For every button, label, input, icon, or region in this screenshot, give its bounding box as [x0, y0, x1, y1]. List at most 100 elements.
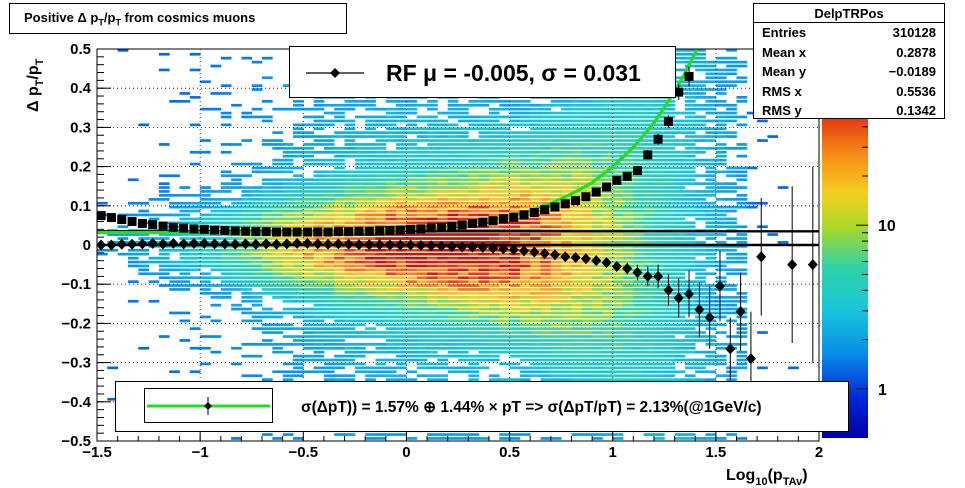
heatmap-cell — [447, 174, 459, 178]
heatmap-cell — [643, 307, 655, 311]
heatmap-cell — [561, 170, 572, 174]
heatmap-cell — [437, 198, 449, 201]
heatmap-cell — [715, 260, 727, 264]
heatmap-cell — [499, 292, 510, 295]
heatmap-cell — [499, 437, 510, 440]
heatmap-cell — [313, 178, 325, 182]
heatmap-cell — [365, 201, 376, 205]
heatmap-cell — [365, 331, 376, 334]
heatmap-cell — [354, 225, 366, 229]
heatmap-cell — [509, 354, 521, 358]
heatmap-cell — [612, 135, 624, 138]
heatmap-cell — [231, 174, 242, 178]
heatmap-cell — [592, 170, 603, 174]
heatmap-cell — [571, 272, 583, 276]
heatmap-cell — [468, 292, 479, 295]
sigma-marker — [313, 227, 323, 237]
heatmap-cell — [736, 166, 748, 170]
heatmap-cell — [684, 139, 696, 142]
heatmap-cell — [437, 252, 449, 256]
heatmap-cell — [674, 264, 686, 268]
mean-marker — [549, 249, 560, 261]
heatmap-cell — [354, 174, 366, 178]
heatmap-cell — [468, 158, 479, 162]
heatmap-cell — [571, 370, 583, 374]
heatmap-cell — [705, 100, 717, 103]
heatmap-cell — [581, 350, 593, 354]
heatmap-cell — [488, 354, 500, 358]
heatmap-cell — [293, 276, 304, 280]
title-main: Positive Δ p — [24, 10, 99, 25]
heatmap-cell — [592, 362, 603, 366]
heatmap-cell — [416, 276, 428, 280]
heatmap-cell — [200, 272, 211, 276]
heatmap-cell — [509, 111, 521, 115]
heatmap-cell — [519, 350, 531, 354]
heatmap-cell — [200, 237, 211, 240]
heatmap-cell — [705, 370, 717, 374]
heatmap-cell — [612, 100, 624, 103]
heatmap-cell — [458, 358, 469, 362]
heatmap-cell — [654, 213, 665, 217]
heatmap-cell — [581, 241, 593, 244]
heatmap-cell — [612, 107, 624, 111]
heatmap-cell — [654, 350, 665, 354]
heatmap-cell — [530, 201, 541, 205]
heatmap-cell — [715, 264, 727, 268]
heatmap-cell — [458, 335, 469, 338]
heatmap-cell — [344, 178, 356, 182]
heatmap-cell — [592, 327, 603, 330]
heatmap-cell — [478, 186, 490, 189]
heatmap-cell — [385, 131, 397, 134]
mean-marker — [787, 259, 798, 271]
heatmap-cell — [365, 107, 376, 111]
sigma-marker — [189, 224, 199, 234]
heatmap-cell — [633, 323, 644, 327]
heatmap-cell — [437, 205, 449, 209]
heatmap-cell — [488, 260, 500, 264]
heatmap-cell — [189, 284, 201, 287]
heatmap-cell — [695, 60, 706, 64]
heatmap-cell — [499, 166, 510, 170]
heatmap-cell — [365, 307, 376, 311]
heatmap-cell — [726, 182, 737, 185]
heatmap-cell — [293, 194, 304, 197]
heatmap-cell — [633, 186, 644, 189]
heatmap-cell — [592, 111, 603, 115]
heatmap-cell — [643, 107, 655, 111]
heatmap-cell — [406, 217, 418, 221]
heatmap-cell — [715, 280, 727, 283]
heatmap-cell — [602, 135, 614, 138]
heatmap-cell — [220, 268, 232, 272]
heatmap-cell — [530, 225, 541, 229]
heatmap-cell — [251, 252, 263, 256]
heatmap-cell — [530, 354, 541, 358]
heatmap-cell — [303, 272, 314, 276]
heatmap-cell — [581, 311, 593, 315]
heatmap-cell — [633, 311, 644, 315]
heatmap-cell — [592, 241, 603, 244]
heatmap-cell — [158, 264, 170, 268]
heatmap-cell — [354, 264, 366, 268]
heatmap-cell — [437, 303, 449, 307]
heatmap-cell — [509, 201, 521, 205]
heatmap-cell — [158, 182, 170, 185]
heatmap-cell — [612, 198, 624, 201]
y-tick-label: 0.5 — [70, 41, 91, 58]
heatmap-cell — [654, 299, 665, 303]
heatmap-cell — [664, 315, 675, 319]
heatmap-cell — [334, 264, 345, 268]
heatmap-cell — [210, 64, 222, 68]
heatmap-cell — [550, 358, 562, 362]
heatmap-cell — [458, 343, 469, 346]
mean-marker — [353, 239, 364, 251]
heatmap-cell — [633, 284, 644, 287]
heatmap-cell — [148, 299, 160, 303]
heatmap-cell — [313, 107, 325, 111]
heatmap-cell — [148, 217, 160, 221]
heatmap-cell — [220, 186, 232, 189]
heatmap-cell — [550, 127, 562, 131]
heatmap-cell — [406, 158, 418, 162]
heatmap-cell — [468, 100, 479, 103]
heatmap-cell — [488, 154, 500, 158]
